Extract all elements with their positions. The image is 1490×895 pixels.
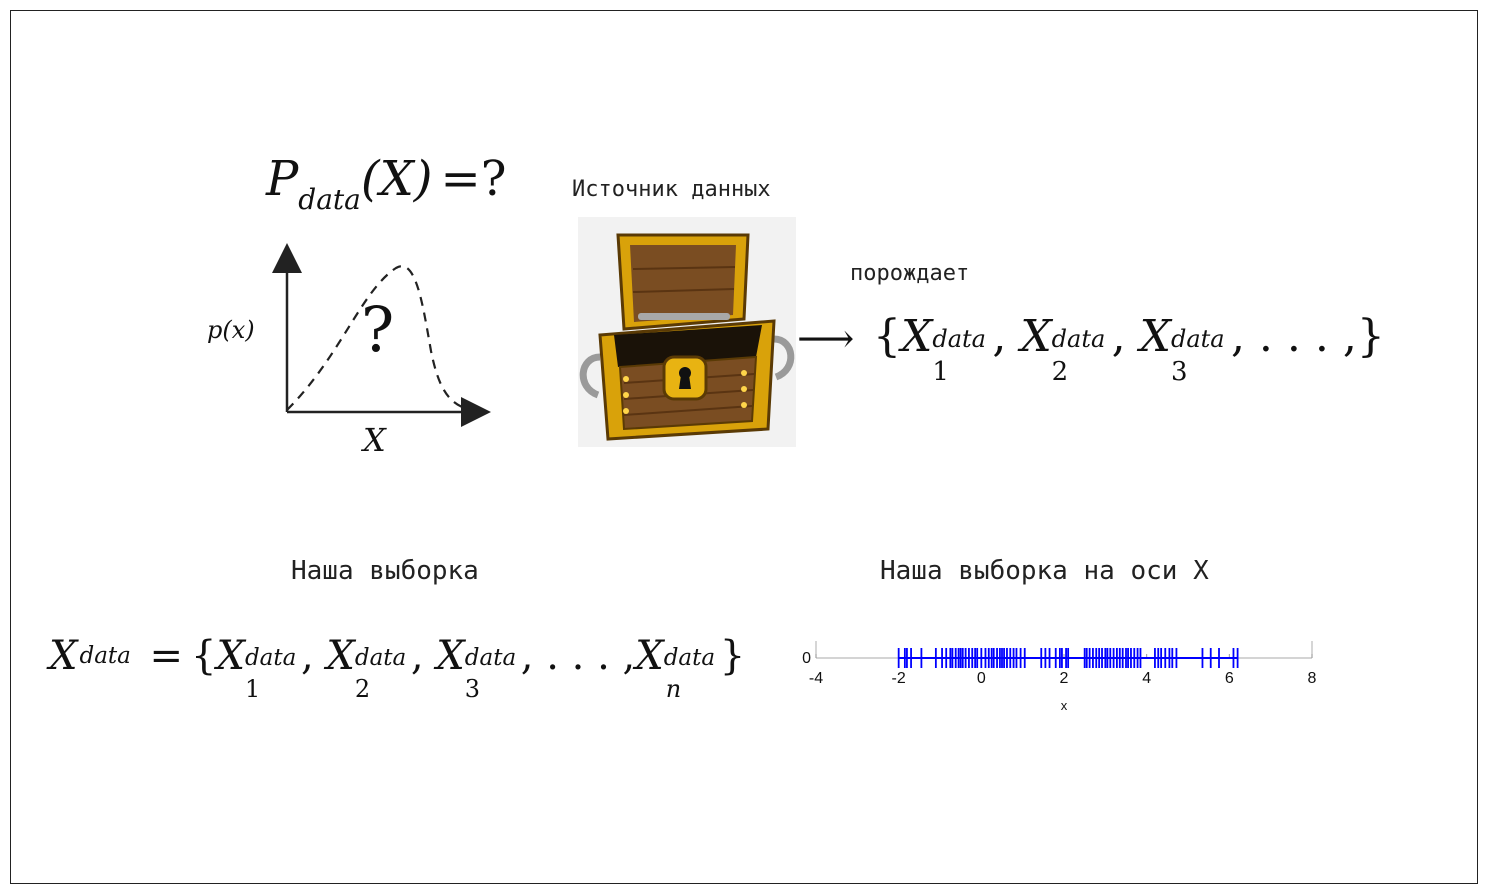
density-curve	[286, 265, 482, 414]
sample-x3: X	[436, 633, 465, 679]
formula-p: P	[266, 151, 299, 207]
sample-equals: =	[149, 633, 183, 679]
formula-p-subscript: data	[298, 183, 361, 216]
x-tick-label: 4	[1142, 670, 1151, 687]
sample-x1-sup: data	[244, 645, 297, 671]
x-tick-label: 2	[1060, 670, 1069, 687]
axis-plot-caption: Наша выборка на оси X	[880, 556, 1209, 586]
sample-strip-plot: 0 -4 -2 0 2 4 6 8 x	[802, 641, 1317, 711]
x-tick-label: 6	[1225, 670, 1234, 687]
slide: Pdata(X) =? p(x) X ? Источник данных	[10, 10, 1478, 884]
set-x2-sup: data	[1051, 325, 1106, 353]
source-caption: Источник данных	[572, 177, 771, 202]
sample-x2: X	[326, 633, 355, 679]
set-x3: X	[1139, 311, 1171, 362]
sample-lhs-sup: data	[79, 643, 131, 669]
set-x1: X	[901, 311, 933, 362]
formula-arg: (X)	[360, 151, 433, 207]
sample-dots: , . . . ,	[520, 633, 636, 679]
set-open-brace: {	[873, 311, 901, 362]
sample-xn: X	[635, 633, 664, 679]
set-x3-index: 3	[1170, 357, 1188, 387]
sample-open-brace: {	[191, 633, 217, 679]
sample-xn-sup: data	[663, 645, 716, 671]
sample-x3-sup: data	[464, 645, 517, 671]
set-x2: X	[1020, 311, 1052, 362]
treasure-chest-icon	[578, 217, 796, 447]
sample-caption: Наша выборка	[291, 556, 479, 586]
set-x1-sup: data	[932, 325, 986, 353]
generates-caption: порождает	[850, 261, 970, 286]
sketch-x-label: X	[363, 421, 386, 459]
question-mark: ?	[361, 293, 395, 366]
formula-rhs: =?	[440, 151, 507, 207]
generates-arrow: ⟶	[797, 316, 855, 362]
formula-pdata: Pdata(X) =?	[266, 151, 507, 216]
sample-x3-index: 3	[464, 675, 481, 703]
set-close-brace: }	[1356, 311, 1385, 362]
sample-lhs-x: X	[49, 633, 78, 679]
density-sketch	[272, 243, 491, 427]
set-tail: , . . . ,	[1230, 311, 1357, 362]
strip-ticks: 0 -4 -2 0 2 4 6 8 x	[802, 650, 1316, 711]
sketch-y-label: p(x)	[207, 316, 255, 344]
x-axis-label: x	[1061, 698, 1068, 711]
sample-x2-index: 2	[354, 675, 371, 703]
sample-x1-index: 1	[244, 675, 261, 703]
y-tick-label: 0	[802, 650, 811, 667]
set-x3-sup: data	[1170, 325, 1225, 353]
x-tick-label: 8	[1308, 670, 1317, 687]
sample-close-brace: }	[719, 633, 746, 679]
strip-marks	[897, 648, 1239, 668]
set-x1-index: 1	[932, 357, 949, 387]
sample-xn-index: n	[665, 675, 682, 703]
x-tick-label: 0	[977, 670, 986, 687]
x-tick-label: -2	[892, 670, 906, 687]
x-tick-label: -4	[809, 670, 823, 687]
sample-x2-sup: data	[354, 645, 407, 671]
sample-x1: X	[216, 633, 245, 679]
set-x2-index: 2	[1051, 357, 1069, 387]
